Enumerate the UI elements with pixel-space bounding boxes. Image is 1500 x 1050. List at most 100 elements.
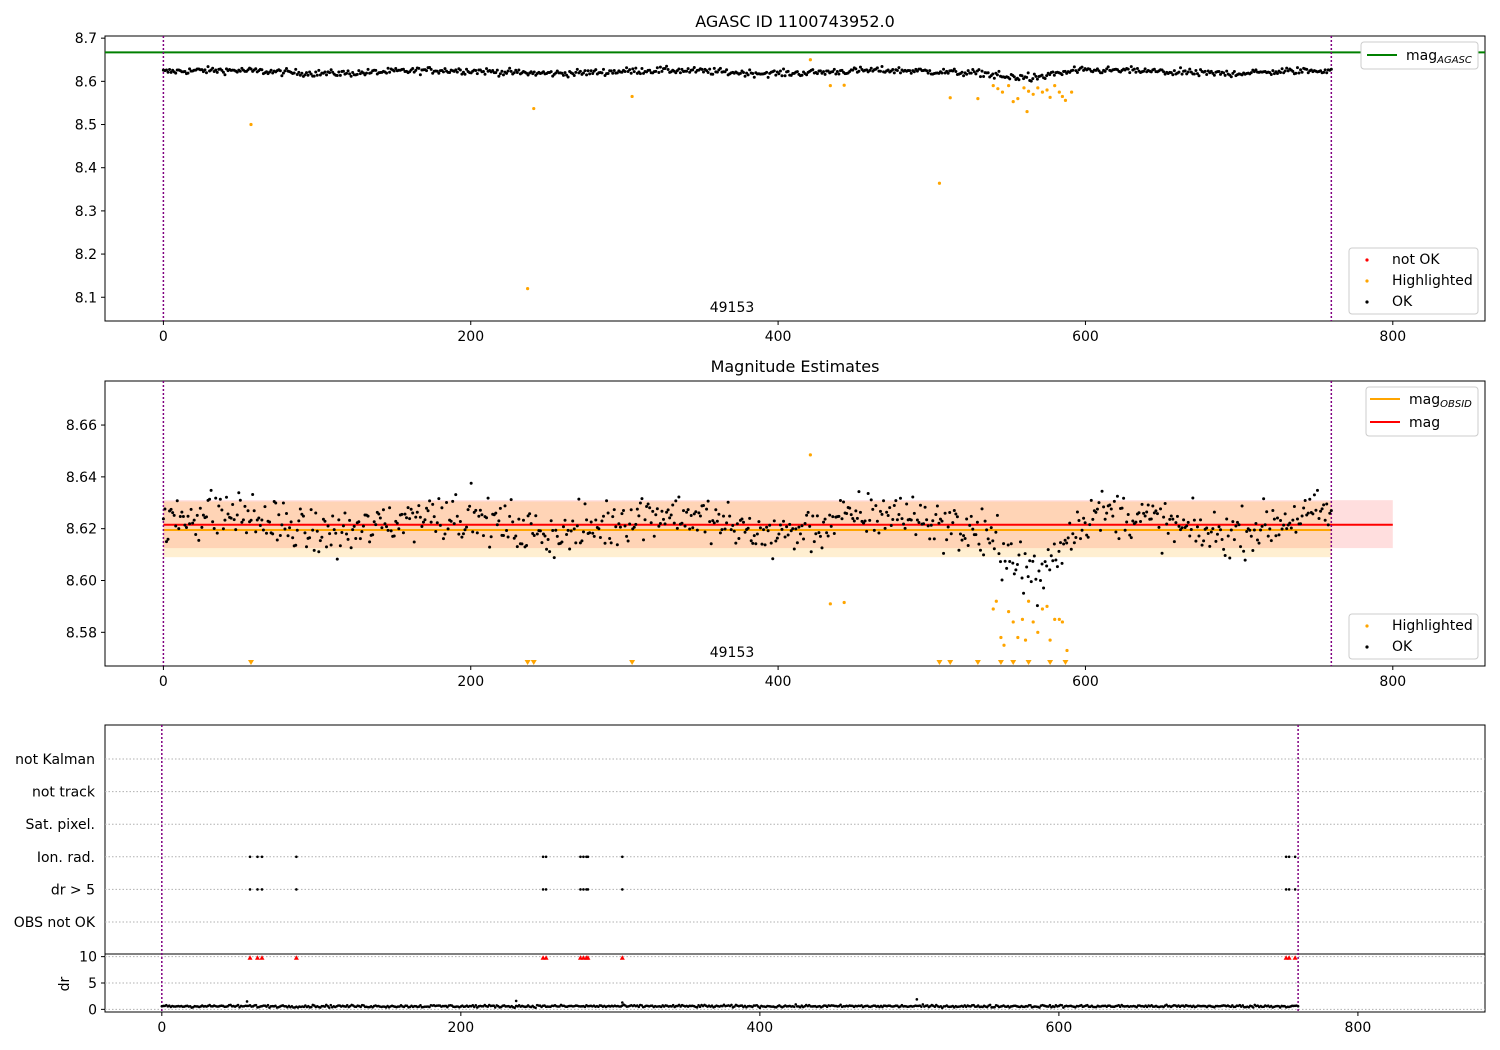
ok-point	[962, 74, 966, 78]
panel-1-title: AGASC ID 1100743952.0	[695, 12, 895, 31]
ok-point	[1008, 77, 1012, 81]
ok-point	[1160, 551, 1164, 555]
ok-point	[712, 521, 716, 525]
ok-point	[1106, 65, 1110, 69]
ok-point	[1269, 73, 1273, 77]
ok-point	[1183, 69, 1187, 73]
ok-point	[908, 69, 912, 73]
ok-point	[1295, 66, 1299, 70]
highlighted-point	[1026, 599, 1031, 603]
ok-point	[328, 71, 332, 75]
ok-point	[657, 71, 661, 75]
ok-point	[588, 531, 592, 535]
highlighted-point	[1002, 643, 1006, 647]
ok-point	[985, 528, 989, 532]
ok-point	[1114, 530, 1118, 534]
panel-2-legend-top: magOBSID mag	[1365, 386, 1479, 437]
highlighted-clipped-marker	[1062, 660, 1069, 665]
ok-point	[1146, 503, 1150, 507]
ok-point	[346, 69, 350, 73]
ok-point	[966, 543, 970, 547]
dr-point	[428, 1005, 431, 1009]
ok-point	[782, 519, 786, 523]
flag-point	[1284, 855, 1288, 859]
ok-point	[1066, 536, 1070, 540]
ok-point	[1252, 528, 1256, 532]
ok-point	[729, 528, 733, 532]
ok-point	[617, 522, 621, 526]
x-tick-label: 400	[765, 329, 792, 345]
ok-point	[1074, 536, 1078, 540]
ok-point	[341, 524, 345, 528]
ok-point	[1134, 520, 1138, 524]
ok-point	[974, 72, 978, 76]
ok-point	[786, 69, 790, 73]
ok-point	[1275, 72, 1279, 76]
ok-point	[428, 499, 432, 503]
ok-point	[892, 503, 896, 507]
ok-point	[335, 557, 339, 561]
ok-point	[1111, 514, 1115, 518]
ok-point	[732, 529, 736, 533]
ok-point	[485, 67, 489, 71]
highlighted-clipped-marker	[1047, 660, 1054, 665]
ok-point	[811, 68, 815, 72]
ok-point	[372, 520, 376, 524]
ok-point	[483, 72, 487, 76]
ok-point	[912, 70, 916, 74]
ok-point	[912, 511, 916, 515]
dr-point	[621, 1001, 624, 1004]
dr-clipped-marker	[247, 955, 253, 960]
ok-point	[691, 526, 695, 530]
ok-point	[1086, 535, 1090, 539]
ok-point	[309, 72, 313, 76]
ok-point	[311, 528, 315, 532]
ok-point	[481, 534, 485, 538]
ok-point	[1260, 524, 1264, 528]
ok-point	[965, 72, 969, 76]
ok-point	[1154, 509, 1158, 513]
ok-point	[926, 71, 930, 75]
ok-point	[1280, 527, 1284, 531]
ok-point	[386, 66, 390, 70]
ok-point	[512, 536, 516, 540]
ok-point	[460, 535, 464, 539]
ok-point	[1305, 67, 1309, 71]
dr-point	[274, 1004, 277, 1008]
ok-point	[1128, 533, 1132, 537]
ok-point	[777, 532, 781, 536]
legend-mag-agasc-label: magAGASC	[1406, 48, 1472, 66]
ok-point	[911, 495, 915, 499]
ok-point	[583, 502, 587, 506]
ok-point	[360, 530, 364, 534]
ok-point	[329, 68, 333, 72]
ok-point	[449, 519, 453, 523]
highlighted-point	[996, 87, 1000, 91]
ok-point	[1002, 542, 1006, 546]
flag-point	[260, 855, 264, 859]
ok-point	[475, 531, 479, 535]
ok-point	[1163, 501, 1167, 505]
ok-point	[441, 537, 445, 541]
ok-point	[952, 67, 956, 71]
ok-point	[188, 67, 192, 71]
ok-point	[411, 511, 415, 515]
ok-point	[717, 512, 721, 516]
ok-point	[1263, 523, 1267, 527]
ok-point	[995, 73, 999, 77]
ok-point	[1077, 518, 1081, 522]
ok-point	[1006, 543, 1010, 547]
ok-point	[823, 72, 827, 76]
ok-point	[831, 70, 835, 74]
highlighted-point	[1048, 638, 1052, 642]
ok-point	[469, 481, 473, 485]
ok-point	[249, 518, 253, 522]
dr-point	[839, 1003, 842, 1007]
ok-point	[354, 537, 358, 541]
highlighted-point	[808, 453, 812, 457]
flag-point	[579, 888, 582, 891]
ok-point	[585, 73, 589, 77]
ok-point	[231, 503, 235, 507]
ok-point	[275, 538, 279, 542]
ok-point	[1229, 75, 1233, 79]
